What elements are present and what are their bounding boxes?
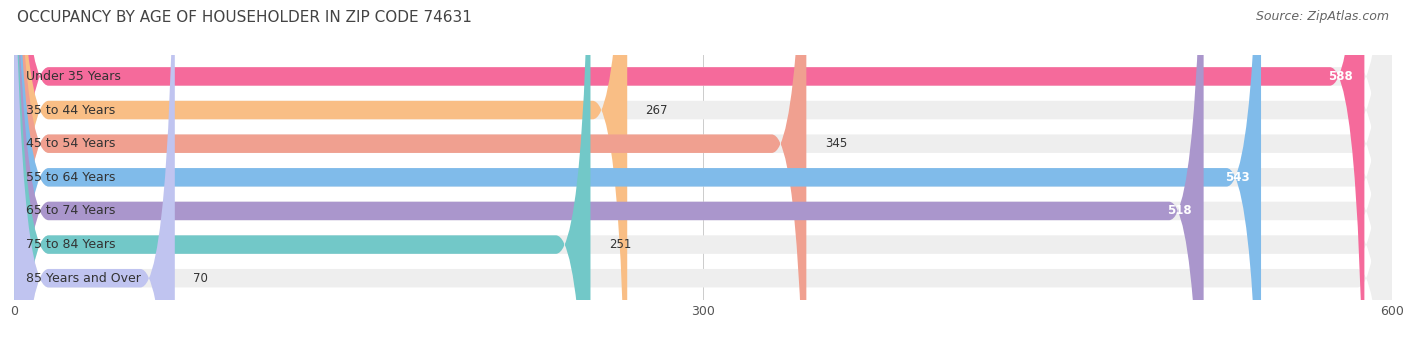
Text: 251: 251 [609,238,631,251]
FancyBboxPatch shape [14,0,1261,341]
FancyBboxPatch shape [14,0,807,341]
Text: Under 35 Years: Under 35 Years [25,70,121,83]
Text: 55 to 64 Years: 55 to 64 Years [25,171,115,184]
Text: 543: 543 [1225,171,1250,184]
FancyBboxPatch shape [14,0,1392,341]
Text: 588: 588 [1329,70,1353,83]
FancyBboxPatch shape [14,0,1392,341]
FancyBboxPatch shape [14,0,1392,341]
Text: OCCUPANCY BY AGE OF HOUSEHOLDER IN ZIP CODE 74631: OCCUPANCY BY AGE OF HOUSEHOLDER IN ZIP C… [17,10,472,25]
Text: 70: 70 [193,272,208,285]
Text: Source: ZipAtlas.com: Source: ZipAtlas.com [1256,10,1389,23]
Text: 267: 267 [645,104,668,117]
FancyBboxPatch shape [14,0,1364,341]
Text: 45 to 54 Years: 45 to 54 Years [25,137,115,150]
Text: 345: 345 [825,137,846,150]
Text: 75 to 84 Years: 75 to 84 Years [25,238,115,251]
FancyBboxPatch shape [14,0,174,341]
Text: 65 to 74 Years: 65 to 74 Years [25,205,115,218]
FancyBboxPatch shape [14,0,1392,341]
FancyBboxPatch shape [14,0,1392,341]
FancyBboxPatch shape [14,0,1204,341]
FancyBboxPatch shape [14,0,1392,341]
FancyBboxPatch shape [14,0,1392,341]
Text: 35 to 44 Years: 35 to 44 Years [25,104,115,117]
FancyBboxPatch shape [14,0,591,341]
Text: 85 Years and Over: 85 Years and Over [25,272,141,285]
Text: 518: 518 [1167,205,1192,218]
FancyBboxPatch shape [14,0,627,341]
